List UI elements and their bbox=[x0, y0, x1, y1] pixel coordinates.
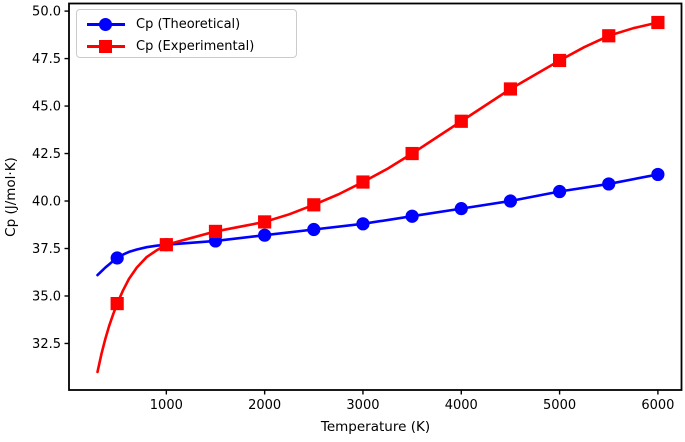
data-marker-circle bbox=[258, 228, 272, 242]
data-marker-square bbox=[454, 114, 468, 128]
data-marker-square bbox=[552, 53, 567, 68]
data-marker-circle bbox=[503, 194, 518, 208]
y-tick-label: 35.0 bbox=[32, 289, 61, 304]
legend-entry-theoretical: Cp (Theoretical) bbox=[87, 13, 296, 35]
data-marker-square bbox=[405, 146, 419, 161]
x-tick-label: 3000 bbox=[346, 398, 379, 413]
x-tick-label: 6000 bbox=[641, 398, 674, 413]
data-marker-circle bbox=[405, 209, 419, 223]
data-marker-square bbox=[110, 296, 124, 311]
y-tick-label: 40.0 bbox=[32, 195, 61, 210]
data-marker-circle bbox=[356, 217, 370, 231]
x-tick-label: 4000 bbox=[445, 398, 478, 413]
data-marker-square bbox=[258, 215, 272, 229]
data-marker-square bbox=[356, 175, 370, 189]
data-marker-square bbox=[503, 82, 518, 96]
legend-label-theoretical: Cp (Theoretical) bbox=[136, 16, 241, 32]
y-tick-label: 32.5 bbox=[32, 337, 61, 352]
data-marker-circle bbox=[110, 251, 124, 265]
y-tick-label: 50.0 bbox=[32, 5, 61, 20]
legend-sample-experimental bbox=[87, 39, 125, 53]
y-tick-label: 37.5 bbox=[32, 242, 61, 257]
data-marker-square bbox=[159, 238, 173, 252]
legend: Cp (Theoretical) Cp (Experimental) bbox=[76, 9, 297, 58]
y-tick-label: 47.5 bbox=[32, 52, 61, 67]
data-marker-square bbox=[307, 198, 321, 212]
data-marker-square bbox=[602, 29, 616, 43]
data-marker-square bbox=[651, 15, 665, 30]
plot-area bbox=[68, 2, 683, 391]
data-marker-circle bbox=[552, 184, 567, 199]
x-tick-label: 2000 bbox=[248, 398, 281, 413]
legend-sample-theoretical bbox=[87, 17, 125, 31]
legend-entry-experimental: Cp (Experimental) bbox=[87, 35, 296, 57]
legend-square-marker-icon bbox=[99, 39, 112, 53]
y-tick-label: 45.0 bbox=[32, 100, 61, 115]
x-tick-label: 5000 bbox=[543, 398, 576, 413]
x-axis-label: Temperature (K) bbox=[320, 419, 431, 435]
y-tick-label: 42.5 bbox=[32, 147, 61, 162]
legend-label-experimental: Cp (Experimental) bbox=[136, 38, 255, 54]
y-axis-label: Cp (J/mol·K) bbox=[3, 157, 19, 237]
data-marker-circle bbox=[602, 177, 616, 191]
data-marker-circle bbox=[651, 167, 665, 182]
data-marker-square bbox=[208, 224, 223, 239]
x-tick-label: 1000 bbox=[150, 398, 183, 413]
data-marker-circle bbox=[307, 222, 321, 237]
data-marker-circle bbox=[454, 202, 468, 216]
legend-circle-marker-icon bbox=[99, 17, 112, 31]
